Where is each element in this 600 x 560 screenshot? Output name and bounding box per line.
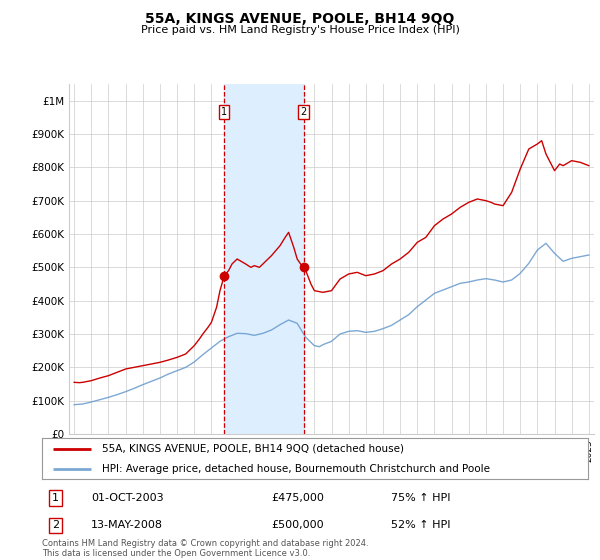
- Text: 2: 2: [301, 108, 307, 118]
- Text: £475,000: £475,000: [271, 493, 324, 503]
- Text: 52% ↑ HPI: 52% ↑ HPI: [391, 520, 451, 530]
- Text: 55A, KINGS AVENUE, POOLE, BH14 9QQ (detached house): 55A, KINGS AVENUE, POOLE, BH14 9QQ (deta…: [102, 444, 404, 454]
- Text: 75% ↑ HPI: 75% ↑ HPI: [391, 493, 451, 503]
- Text: 2: 2: [52, 520, 59, 530]
- Text: £500,000: £500,000: [271, 520, 324, 530]
- Text: 1: 1: [52, 493, 59, 503]
- Text: 13-MAY-2008: 13-MAY-2008: [91, 520, 163, 530]
- Text: Contains HM Land Registry data © Crown copyright and database right 2024.
This d: Contains HM Land Registry data © Crown c…: [42, 539, 368, 558]
- Text: 55A, KINGS AVENUE, POOLE, BH14 9QQ: 55A, KINGS AVENUE, POOLE, BH14 9QQ: [145, 12, 455, 26]
- Text: Price paid vs. HM Land Registry's House Price Index (HPI): Price paid vs. HM Land Registry's House …: [140, 25, 460, 35]
- Text: 1: 1: [221, 108, 227, 118]
- Text: 01-OCT-2003: 01-OCT-2003: [91, 493, 164, 503]
- Text: HPI: Average price, detached house, Bournemouth Christchurch and Poole: HPI: Average price, detached house, Bour…: [102, 464, 490, 474]
- Bar: [224, 84, 304, 434]
